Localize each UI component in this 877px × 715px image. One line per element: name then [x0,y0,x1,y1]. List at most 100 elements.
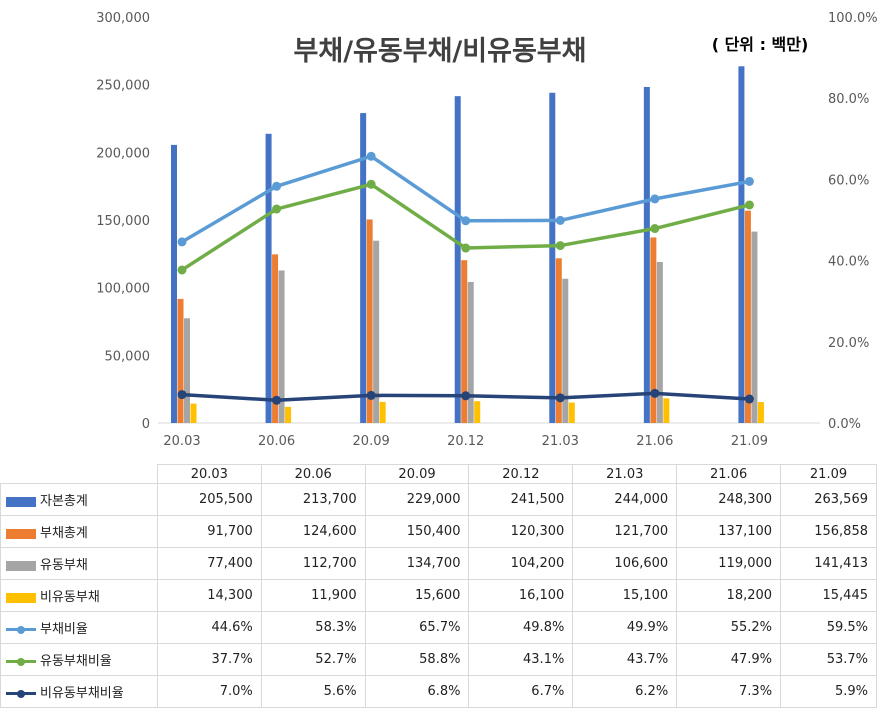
line-2-point-7 [744,200,754,210]
bar-2-3 [366,219,373,423]
y-left-tick: 0 [142,417,150,432]
table-cell: 5.9% [780,675,877,708]
x-tick: 20.06 [258,434,295,449]
table-cell: 65.7% [364,611,470,644]
legend-label: 유동부채 [40,558,88,573]
table-cell: 263,569 [780,483,877,516]
table-row: 유동부채 77,400 112,700 134,700 104,200 106,600 11… [0,547,877,580]
table-cell: 7.3% [676,675,782,708]
table-row: 부채총계 91,700 124,600 150,400 120,300 121,700 13… [0,515,877,548]
y-left-tick: 50,000 [105,349,151,364]
line-3-point-6 [650,388,660,398]
legend-key: 유동부채 [0,547,158,580]
bar-2-7 [744,210,751,423]
legend-label: 부채비율 [40,622,88,637]
line-3-point-3 [366,390,376,400]
table-cell: 248,300 [676,483,782,516]
table-cell: 137,100 [676,515,782,548]
chart-title: 부채/유동부채/비유동부채 [294,36,587,67]
y-left-tick: 100,000 [96,282,150,297]
table-cell: 47.9% [676,643,782,676]
bar-1-7 [738,66,745,423]
table-cell: 53.7% [780,643,877,676]
line-2-point-4 [461,243,471,253]
table-cell: 6.8% [364,675,470,708]
y-left-tick: 300,000 [96,11,150,26]
table-cell: 55.2% [676,611,782,644]
table-cell: 14,300 [156,579,262,612]
table-cell: 18,200 [676,579,782,612]
table-header-cell: 20.09 [364,464,470,484]
x-tick: 20.03 [163,434,200,449]
bar-1-2 [265,133,272,423]
table-cell: 77,400 [156,547,262,580]
table-cell: 5.6% [260,675,366,708]
x-tick: 20.09 [353,434,390,449]
table-cell: 44.6% [156,611,262,644]
x-tick: 21.06 [636,434,673,449]
table-cell: 6.7% [468,675,574,708]
legend-swatch [6,624,36,636]
table-cell: 58.8% [364,643,470,676]
table-cell: 52.7% [260,643,366,676]
legend-key: 부채비율 [0,611,158,644]
table-cell: 91,700 [156,515,262,548]
table-header-cell: 21.09 [780,464,877,484]
line-1-point-5 [555,215,565,225]
x-tick: 20.12 [447,434,484,449]
line-1-point-1 [177,237,187,247]
table-cell: 59.5% [780,611,877,644]
bar-4-3 [379,401,386,423]
line-1-point-3 [366,151,376,161]
table-cell: 119,000 [676,547,782,580]
table-cell: 141,413 [780,547,877,580]
legend-swatch [6,560,36,571]
table-cell: 15,445 [780,579,877,612]
legend-swatch [6,496,36,507]
y-right-tick: 100.0% [828,11,877,26]
legend-label: 비유동부채비율 [40,686,124,701]
bar-3-7 [751,231,758,423]
y-left-tick: 250,000 [96,79,150,94]
bar-1-6 [643,86,650,423]
line-3-point-1 [177,390,187,400]
line-3-point-5 [555,393,565,403]
line-1-point-2 [272,181,282,191]
table-cell: 121,700 [572,515,678,548]
table-cell: 7.0% [156,675,262,708]
line-3-point-4 [461,391,471,401]
legend-swatch [6,528,36,539]
line-1-point-6 [650,194,660,204]
table-header-cell: 21.06 [676,464,782,484]
table-header-cell: 20.06 [260,464,366,484]
table-cell: 49.9% [572,611,678,644]
bar-3-2 [278,270,285,423]
bar-3-3 [373,240,380,423]
legend-label: 부채총계 [40,526,88,541]
bar-4-2 [285,406,292,423]
y-right-tick: 0.0% [828,417,861,432]
bar-3-4 [467,281,474,423]
line-2-point-3 [366,179,376,189]
table-row: 부채비율 44.6% 58.3% 65.7% 49.8% 49.9% 55.2% 59.5% [0,611,877,644]
table-cell: 15,100 [572,579,678,612]
legend-key: 유동부채비율 [0,643,158,676]
table-cell: 15,600 [364,579,470,612]
bar-1-3 [360,113,367,423]
bar-1-5 [549,92,556,423]
line-1-point-4 [461,216,471,226]
line-2-point-1 [177,265,187,275]
table-row: 비유동부채 14,300 11,900 15,600 16,100 15,100 18,20… [0,579,877,612]
legend-label: 비유동부채 [40,590,100,605]
bar-4-7 [757,402,764,423]
legend-key: 비유동부채비율 [0,675,158,708]
table-cell: 134,700 [364,547,470,580]
table-row: 유동부채비율 37.7% 52.7% 58.8% 43.1% 43.7% 47.9% 53.7… [0,643,877,676]
table-cell: 205,500 [156,483,262,516]
data-table: 20.03 20.06 20.09 20.12 21.03 21.06 21.09 자본총계… [0,464,877,708]
legend-key: 자본총계 [0,483,158,516]
table-cell: 37.7% [156,643,262,676]
unit-note: ( 단위 : 백만) [712,35,809,54]
y-left-tick: 200,000 [96,146,150,161]
bar-3-6 [656,261,663,423]
